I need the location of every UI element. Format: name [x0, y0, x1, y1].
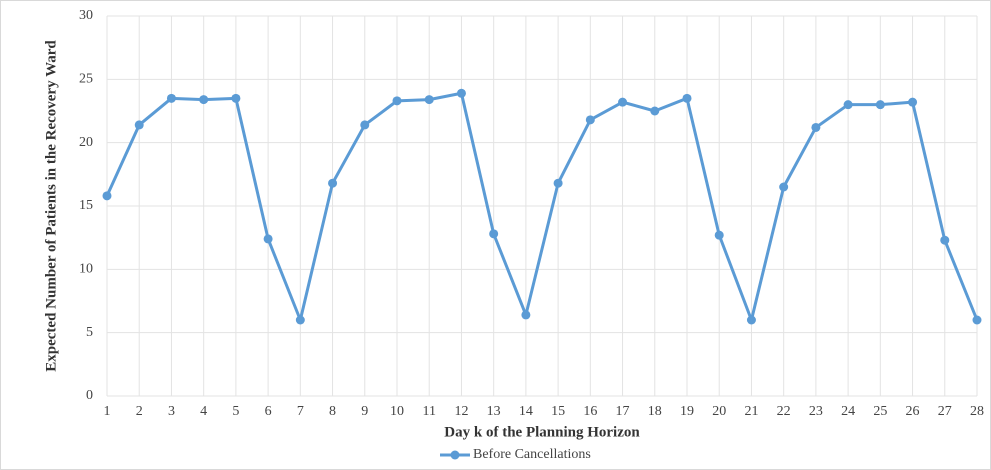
y-tick-label: 0 [86, 388, 93, 403]
data-point [328, 178, 338, 188]
y-axis-title: Expected Number of Patients in the Recov… [43, 40, 59, 372]
x-tick-label: 8 [329, 404, 336, 419]
data-point [714, 230, 724, 240]
y-tick-label: 10 [79, 262, 93, 277]
x-tick-label: 1 [104, 404, 111, 419]
data-point [746, 315, 756, 325]
x-tick-label: 5 [232, 404, 239, 419]
x-tick-label: 15 [551, 404, 565, 419]
data-point [134, 120, 144, 130]
series-line [105, 91, 979, 322]
x-axis-title: Day k of the Planning Horizon [444, 424, 640, 440]
x-tick-label: 14 [519, 404, 533, 419]
x-tick-label: 4 [200, 404, 207, 419]
data-point [102, 191, 112, 201]
y-tick-label: 25 [79, 72, 93, 87]
data-point [392, 96, 402, 106]
x-tick-label: 7 [297, 404, 304, 419]
data-point [811, 122, 821, 132]
x-tick-label: 16 [583, 404, 597, 419]
data-point [553, 178, 563, 188]
data-point [166, 93, 176, 103]
data-point [585, 115, 595, 125]
x-tick-label: 19 [680, 404, 694, 419]
x-tick-label: 23 [809, 404, 823, 419]
x-tick-label: 22 [777, 404, 791, 419]
data-point [618, 97, 628, 107]
x-tick-label: 20 [712, 404, 726, 419]
x-tick-label: 12 [454, 404, 468, 419]
data-point [199, 95, 209, 105]
data-point [263, 234, 273, 244]
x-tick-label: 28 [970, 404, 984, 419]
data-point [779, 182, 789, 192]
y-tick-label: 30 [79, 8, 93, 23]
x-tick-label: 26 [906, 404, 920, 419]
data-point [360, 120, 370, 130]
x-tick-label: 6 [265, 404, 272, 419]
x-tick-label: 2 [136, 404, 143, 419]
y-tick-label: 5 [86, 325, 93, 340]
x-tick-label: 3 [168, 404, 175, 419]
data-point [843, 100, 853, 110]
data-point [424, 95, 434, 105]
data-point [682, 93, 692, 103]
x-tick-label: 11 [422, 404, 435, 419]
data-point [940, 235, 950, 245]
legend-label: Before Cancellations [473, 447, 591, 462]
data-point [650, 106, 660, 116]
x-tick-label: 18 [648, 404, 662, 419]
data-point [456, 88, 466, 98]
data-point [521, 310, 531, 320]
data-point [908, 97, 918, 107]
x-tick-label: 27 [938, 404, 952, 419]
legend-swatch-marker [450, 450, 460, 460]
data-point [875, 100, 885, 110]
x-tick-label: 10 [390, 404, 404, 419]
data-point [972, 315, 982, 325]
x-tick-label: 17 [616, 404, 630, 419]
data-point [489, 229, 499, 239]
y-tick-label: 15 [79, 198, 93, 213]
data-point [295, 315, 305, 325]
x-tick-label: 9 [361, 404, 368, 419]
x-tick-label: 13 [487, 404, 501, 419]
y-tick-label: 20 [79, 135, 93, 150]
x-tick-label: 24 [841, 404, 855, 419]
data-point [231, 93, 241, 103]
x-tick-label: 25 [873, 404, 887, 419]
x-tick-label: 21 [744, 404, 758, 419]
